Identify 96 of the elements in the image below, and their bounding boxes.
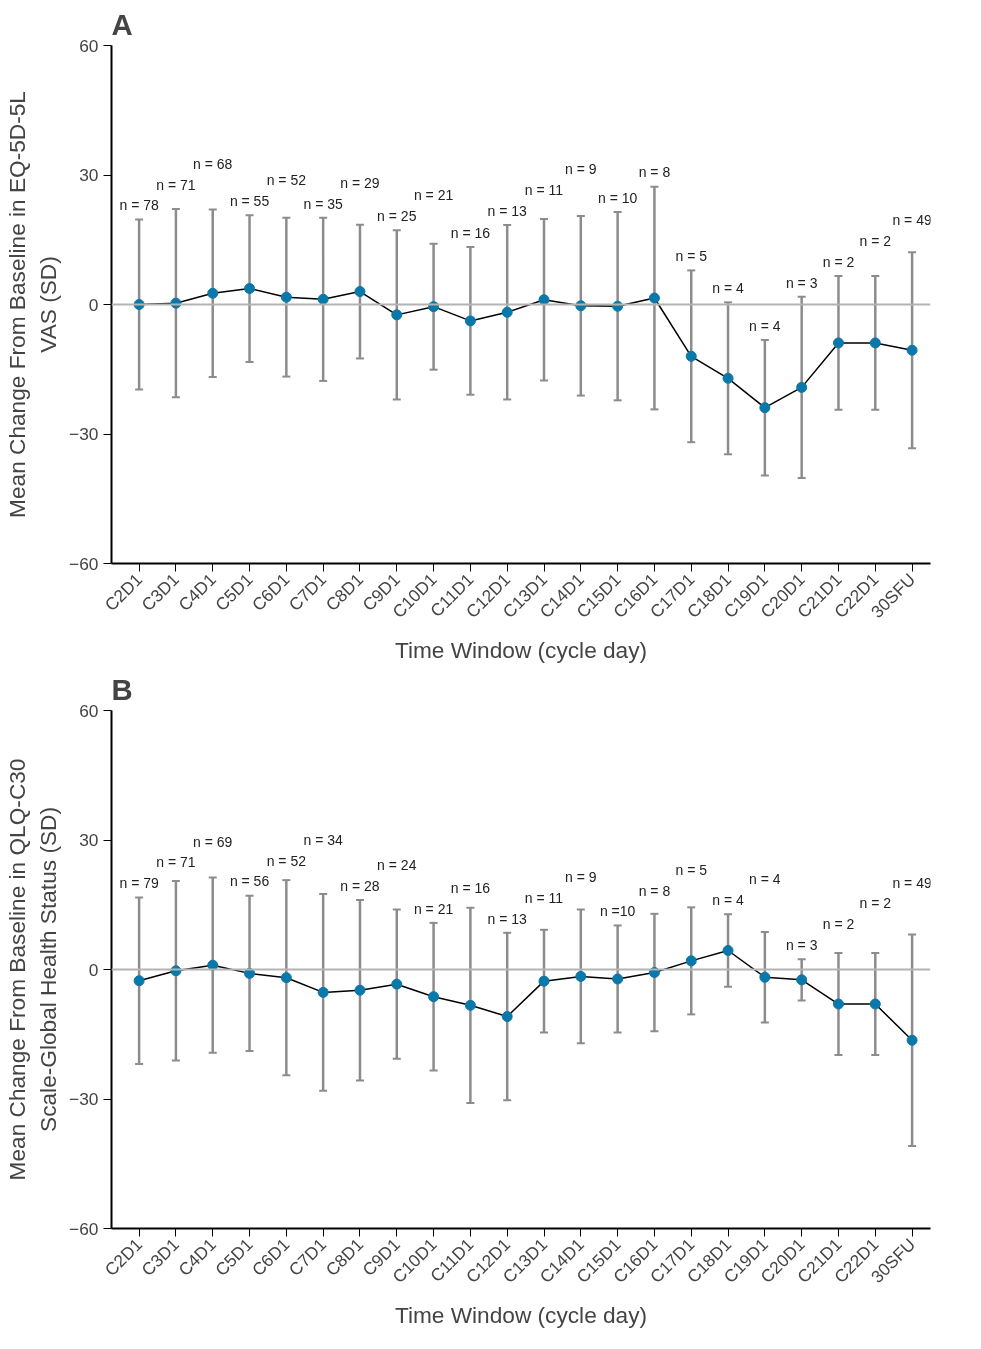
annotation: n = 9: [565, 869, 597, 886]
point: [722, 945, 734, 956]
point: [280, 291, 292, 303]
annotation: n = 49: [892, 212, 932, 229]
annotation: n = 25: [377, 208, 417, 225]
annotation: n = 4: [749, 871, 781, 888]
point: [538, 975, 550, 987]
annotation: n = 69: [193, 833, 233, 850]
annotation: n = 21: [413, 187, 454, 204]
chart-title: A: [111, 7, 133, 41]
annotation: n = 78: [119, 197, 159, 214]
y-tick-label: 0: [88, 959, 99, 980]
point: [464, 999, 476, 1011]
annotation: n = 68: [193, 155, 233, 172]
y-tick-label: 30: [79, 165, 99, 185]
annotation: n = 2: [859, 233, 892, 250]
y-tick-label: 0: [88, 294, 99, 315]
point: [317, 986, 329, 998]
point: [759, 402, 771, 414]
annotation: n = 8: [638, 882, 671, 899]
point: [207, 287, 219, 299]
point: [759, 971, 771, 983]
point: [906, 1034, 918, 1046]
annotation: n = 35: [303, 195, 344, 212]
y-tick-label: 60: [79, 700, 99, 721]
annotation: n = 13: [487, 910, 528, 927]
annotation: n = 16: [450, 224, 491, 241]
y-tick-label: −60: [69, 1218, 99, 1239]
point: [575, 970, 587, 982]
point: [685, 350, 697, 362]
annotation: n = 5: [675, 861, 708, 878]
point: [538, 294, 550, 306]
annotation: n = 49: [892, 874, 932, 891]
y-axis-title: Mean Change From Baseline in EQ-5D-5L VAS (SD): [3, 91, 62, 518]
annotation: n = 24: [377, 857, 417, 874]
annotation: n = 71: [156, 854, 196, 871]
point: [354, 984, 366, 996]
y-tick-label: 30: [79, 830, 99, 850]
point: [317, 293, 329, 305]
annotation: n = 79: [119, 875, 159, 892]
point: [501, 1011, 513, 1023]
x-axis-title: Time Window (cycle day): [394, 1301, 648, 1328]
annotation: n = 2: [822, 916, 855, 933]
point: [612, 973, 624, 985]
annotation: n = 2: [859, 895, 892, 912]
point: [648, 292, 660, 304]
annotation: n = 29: [340, 174, 380, 191]
annotation: n = 5: [675, 248, 708, 265]
point: [207, 959, 219, 971]
point: [869, 337, 881, 349]
annotation: n =10: [599, 903, 636, 920]
annotation: n = 71: [156, 176, 196, 193]
annotation: n = 52: [266, 172, 307, 189]
y-axis-title: Mean Change From Baseline in QLQ-C30 Scale-Global Health Status (SD): [3, 758, 62, 1181]
annotation: n = 34: [303, 832, 344, 849]
y-tick-label: −30: [69, 424, 99, 444]
point: [244, 283, 256, 295]
point: [722, 372, 734, 384]
point: [391, 309, 403, 321]
point: [464, 315, 476, 327]
point: [796, 381, 808, 393]
annotation: n = 2: [822, 253, 855, 270]
point: [501, 306, 513, 318]
annotation: n = 28: [340, 877, 380, 894]
point: [796, 974, 808, 986]
point: [685, 955, 697, 967]
annotation: n = 55: [229, 192, 270, 209]
annotation: n = 9: [565, 161, 597, 178]
annotation: n = 56: [229, 873, 270, 890]
annotation: n = 16: [450, 879, 491, 896]
annotation: n = 11: [524, 182, 564, 199]
annotation: n = 4: [712, 892, 745, 909]
y-tick-label: −30: [69, 1089, 99, 1109]
point: [869, 998, 881, 1010]
annotation: n = 52: [266, 852, 307, 869]
point: [906, 344, 918, 356]
annotation: n = 3: [785, 936, 818, 953]
annotation: n = 13: [487, 202, 528, 219]
annotation: n = 4: [712, 280, 745, 297]
point: [133, 975, 145, 987]
point: [391, 978, 403, 990]
point: [354, 286, 366, 298]
chart-title: B: [111, 672, 133, 706]
y-tick-label: 60: [79, 35, 99, 56]
point: [428, 991, 440, 1003]
point: [832, 337, 844, 349]
annotation: n = 3: [785, 274, 818, 291]
annotation: n = 4: [749, 317, 781, 334]
annotation: n = 21: [413, 900, 454, 917]
point: [280, 972, 292, 984]
y-tick-label: −60: [69, 553, 99, 574]
annotation: n = 11: [524, 889, 564, 906]
point: [832, 998, 844, 1010]
annotation: n = 8: [638, 164, 671, 181]
x-axis-title: Time Window (cycle day): [394, 636, 648, 663]
annotation: n = 10: [597, 189, 638, 206]
